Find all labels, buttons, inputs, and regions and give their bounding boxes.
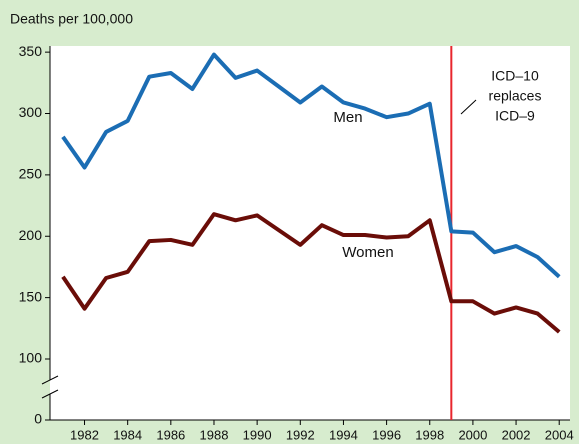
x-tick-label: 1984: [113, 427, 142, 442]
x-tick-label: 1988: [200, 427, 229, 442]
x-tick-label: 1998: [415, 427, 444, 442]
x-tick-label: 1996: [372, 427, 401, 442]
y-tick-label: 300: [19, 104, 43, 120]
y-tick-label: 100: [19, 350, 43, 366]
axis-break: [41, 389, 59, 399]
line-series: [61, 212, 561, 334]
series-label: Men: [333, 109, 362, 126]
y-axis-title: Deaths per 100,000: [10, 11, 133, 27]
x-tick-label: 2004: [545, 427, 574, 442]
x-tick-label: 1994: [329, 427, 358, 442]
annotation: ICD–9: [495, 108, 535, 124]
x-tick-label: 1986: [156, 427, 185, 442]
x-tick-label: 1992: [286, 427, 315, 442]
y-tick-label: 150: [19, 288, 43, 304]
y-tick-label: 350: [19, 43, 43, 59]
plot-area: [50, 46, 570, 420]
y-tick-label: 250: [19, 166, 43, 182]
x-tick-label: 2002: [502, 427, 531, 442]
series-label: Women: [342, 244, 393, 261]
annotation: ICD–10: [491, 68, 539, 84]
annotation: replaces: [489, 88, 542, 104]
x-tick-label: 1982: [70, 427, 99, 442]
y-tick-label: 0: [34, 411, 42, 427]
line-series: [61, 52, 561, 279]
annotation-leader: [460, 99, 477, 115]
x-tick-label: 2000: [458, 427, 487, 442]
y-tick-label: 200: [19, 227, 43, 243]
x-tick-label: 1990: [243, 427, 272, 442]
axis-break: [41, 375, 59, 385]
